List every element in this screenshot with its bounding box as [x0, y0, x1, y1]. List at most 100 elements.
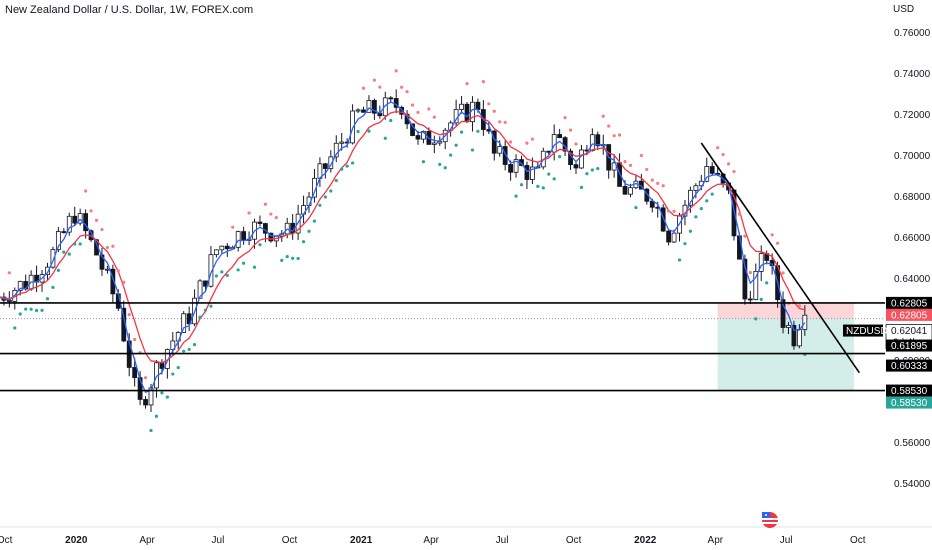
candle-body [268, 232, 274, 242]
psar-dot [710, 192, 714, 196]
candle-body [491, 130, 497, 154]
candle-body [350, 110, 355, 144]
candle-body [219, 245, 225, 251]
time-tick-label: Apr [139, 535, 155, 546]
psar-dot [367, 129, 371, 133]
candle-body [758, 253, 764, 272]
candle-body [105, 268, 110, 271]
time-tick-label: Jul [780, 535, 793, 546]
candle-body [382, 97, 388, 117]
us-flag-icon [762, 512, 778, 528]
candle-body [263, 223, 268, 234]
candle-body [45, 266, 50, 275]
candle-body [780, 299, 786, 328]
candle-body [393, 98, 399, 108]
candle-body [688, 189, 693, 206]
psar-dot [192, 343, 197, 347]
downtrend-line[interactable] [700, 142, 860, 374]
candle-body [72, 215, 78, 224]
candle-body [551, 134, 557, 153]
candle-body [622, 186, 628, 195]
psar-dot [231, 225, 235, 229]
time-tick-label: Jul [496, 535, 509, 546]
psar-dot [280, 258, 284, 262]
psar-dot [89, 209, 93, 213]
candle-body [431, 142, 437, 145]
psar-dot [133, 337, 137, 342]
candle-body [796, 329, 802, 347]
candle-body [235, 231, 241, 248]
psar-dot [590, 168, 594, 172]
psar-dot [372, 78, 376, 82]
candle-body [50, 249, 56, 268]
psar-dot [623, 160, 627, 164]
price-tick-label: 0.66000 [894, 233, 931, 244]
psar-dot [737, 212, 742, 216]
price-badge-label: 0.62805 [891, 298, 928, 309]
candle-body [786, 324, 791, 328]
psar-dot [661, 184, 665, 188]
candle-body [83, 213, 89, 232]
psar-dot [797, 304, 801, 308]
psar-dot [612, 134, 616, 138]
time-axis[interactable]: Oct 2020 Apr Jul Oct 2021 Apr Jul Oct 2022 Apr Jul O… [0, 535, 866, 546]
psar-dot [716, 146, 720, 150]
psar-dot [459, 130, 464, 134]
psar-dot [421, 160, 426, 164]
time-tick-label: 2022 [634, 535, 657, 546]
psar-dot [558, 155, 562, 159]
psar-dot [634, 205, 638, 210]
candle-body [742, 258, 748, 300]
psar-dot [111, 244, 115, 248]
take-profit-zone[interactable] [717, 318, 854, 391]
psar-dot [383, 136, 387, 140]
psar-dot [263, 202, 268, 206]
price-badge [886, 296, 932, 309]
psar-dot [628, 163, 633, 167]
horizontal-levels[interactable] [0, 302, 885, 392]
psar-dot [143, 376, 148, 380]
psar-dot [585, 172, 589, 176]
psar-dot [34, 308, 39, 313]
trendline-drawing[interactable] [700, 142, 860, 374]
psar-dot [754, 317, 758, 321]
candle-body [753, 270, 759, 300]
time-tick-label: 2021 [350, 535, 373, 546]
psar-dot [743, 234, 747, 238]
psar-dot [394, 69, 398, 73]
price-badge [886, 359, 932, 372]
candle-body [322, 163, 328, 169]
candle-body [410, 123, 415, 136]
psar-dot [291, 256, 295, 260]
psar-dot [318, 203, 322, 207]
psar-dot [656, 181, 660, 185]
psar-dot [269, 212, 273, 216]
candle-body [513, 159, 519, 173]
candle-body [747, 298, 753, 301]
psar-dot [378, 85, 382, 89]
psar-dot [242, 261, 246, 265]
candle-body [61, 231, 67, 233]
psar-dot [307, 229, 311, 233]
psar-dot [770, 233, 774, 237]
psar-dot [51, 285, 55, 289]
price-axis[interactable]: USD 0.76000 0.74000 0.72000 0.70000 0.68000 0… [893, 4, 931, 490]
candle-body [475, 101, 481, 110]
psar-dot [29, 307, 33, 311]
time-tick-label: Jul [212, 535, 225, 546]
candlestick-series [0, 89, 808, 412]
psar-dot [677, 258, 682, 262]
price-tick-label: 0.68000 [894, 192, 931, 203]
price-tick-label: 0.76000 [894, 28, 931, 39]
psar-dot [759, 297, 763, 301]
psar-dot [509, 140, 513, 144]
psar-dot [476, 129, 480, 133]
time-tick-label: Apr [708, 535, 724, 546]
psar-dot [427, 107, 431, 111]
psar-dot [498, 120, 502, 124]
psar-dot [214, 274, 218, 278]
psar-dot [541, 186, 545, 190]
psar-dot [465, 82, 469, 86]
psar-dot [726, 162, 731, 166]
